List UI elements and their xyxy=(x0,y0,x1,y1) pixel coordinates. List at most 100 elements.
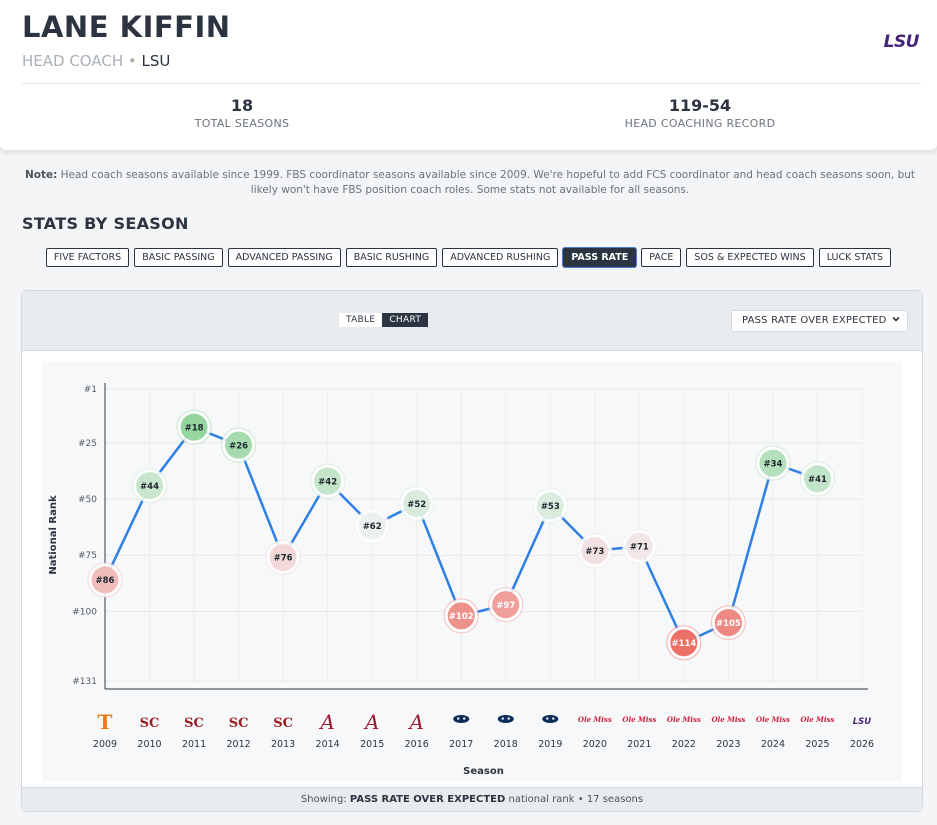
alabama-logo-icon: A xyxy=(318,710,334,734)
tab-basic-passing[interactable]: BASIC PASSING xyxy=(134,248,223,267)
usc-logo-icon: SC xyxy=(140,716,160,731)
tab-five-factors[interactable]: FIVE FACTORS xyxy=(45,248,130,267)
metric-select-value: PASS RATE OVER EXPECTED xyxy=(742,315,887,326)
tab-advanced-rushing[interactable]: ADVANCED RUSHING xyxy=(442,248,559,267)
x-tick-label: 2011 xyxy=(182,739,206,750)
ole-miss-logo-icon: Ole Miss xyxy=(667,715,701,724)
tennessee-logo-icon: T xyxy=(98,710,113,734)
data-label: #41 xyxy=(808,475,827,485)
x-tick-label: 2021 xyxy=(627,739,651,750)
data-label: #76 xyxy=(274,554,293,564)
plot-area: #1 #25 #50 #75 #100 #131 National Rank Season 20… xyxy=(42,361,902,781)
x-tick-label: 2014 xyxy=(316,739,340,750)
coach-role: HEAD COACH xyxy=(22,52,124,70)
data-point xyxy=(759,449,787,477)
data-point xyxy=(625,532,653,560)
y-tick-label: #50 xyxy=(78,495,97,505)
x-tick-label: 2023 xyxy=(716,739,740,750)
data-point xyxy=(447,602,475,630)
fau-owl-logo-icon xyxy=(453,715,470,723)
data-point xyxy=(536,492,564,520)
data-label: #97 xyxy=(496,601,515,611)
coach-team: LSU xyxy=(141,52,171,70)
y-tick-label: #75 xyxy=(78,551,97,561)
x-tick-label: 2025 xyxy=(805,739,829,750)
tab-luck-stats[interactable]: LUCK STATS xyxy=(818,248,892,267)
fau-owl-eye xyxy=(462,717,466,720)
data-label: #73 xyxy=(585,547,604,557)
data-point xyxy=(225,431,253,459)
ole-miss-logo-icon: Ole Miss xyxy=(756,715,790,724)
tab-advanced-passing[interactable]: ADVANCED PASSING xyxy=(227,248,341,267)
x-tick-label: 2019 xyxy=(538,739,562,750)
data-label: #44 xyxy=(140,482,159,492)
data-point xyxy=(714,609,742,637)
fau-owl-eye xyxy=(545,717,549,720)
total-seasons-value: 18 xyxy=(230,96,254,115)
x-tick-label: 2015 xyxy=(360,739,384,750)
data-point xyxy=(136,472,164,500)
table-view-button[interactable]: TABLE xyxy=(346,315,376,325)
y-axis-label: National Rank xyxy=(48,495,59,575)
data-point xyxy=(492,591,520,619)
fau-owl-logo-icon xyxy=(542,715,559,723)
subtitle-separator: • xyxy=(127,52,137,70)
usc-logo-icon: SC xyxy=(273,716,293,731)
fau-owl-eye xyxy=(507,717,511,720)
x-tick-label: 2009 xyxy=(93,739,117,750)
data-point xyxy=(358,512,386,540)
x-tick-label: 2016 xyxy=(405,739,429,750)
fau-owl-eye xyxy=(551,717,555,720)
tab-pace[interactable]: PACE xyxy=(641,248,682,267)
header-divider xyxy=(22,83,921,84)
total-seasons-stat: 18 TOTAL SEASONS xyxy=(92,96,392,130)
chart-view-button[interactable]: CHART xyxy=(382,313,429,327)
x-axis-label: Season xyxy=(463,766,504,777)
data-point xyxy=(403,490,431,518)
chart-footer: Showing: PASS RATE OVER EXPECTED nationa… xyxy=(22,787,922,811)
view-toggle: TABLE CHART xyxy=(339,313,429,327)
data-label: #53 xyxy=(541,502,560,512)
data-label: #71 xyxy=(630,542,649,552)
fau-owl-eye xyxy=(501,717,505,720)
chart-card: TABLE CHART PASS RATE OVER EXPECTED #1 #2… xyxy=(21,290,923,812)
coaching-record-label: HEAD COACHING RECORD xyxy=(624,117,776,130)
x-tick-label: 2018 xyxy=(494,739,518,750)
tab-pass-rate[interactable]: PASS RATE xyxy=(563,248,637,267)
coaching-record-value: 119-54 xyxy=(668,96,732,115)
section-title: STATS BY SEASON xyxy=(22,214,189,233)
tab-sos-expected-wins[interactable]: SOS & EXPECTED WINS xyxy=(686,248,814,267)
y-tick-label: #131 xyxy=(72,677,97,687)
x-tick-label: 2010 xyxy=(137,739,161,750)
data-point xyxy=(314,467,342,495)
footer-metric: PASS RATE OVER EXPECTED xyxy=(349,794,506,805)
ole-miss-logo-icon: Ole Miss xyxy=(801,715,835,724)
data-point xyxy=(180,413,208,441)
data-label: #34 xyxy=(763,459,782,469)
note-prefix: Note: xyxy=(24,169,58,181)
footer-suffix: national rank • 17 seasons xyxy=(508,794,644,805)
chevron-down-icon xyxy=(891,314,901,327)
coach-header-card: LANE KIFFIN HEAD COACH • LSU LSU 18 TOTA… xyxy=(0,0,937,150)
data-label: #105 xyxy=(716,619,741,629)
y-tick-label: #25 xyxy=(78,439,97,449)
data-label: #26 xyxy=(229,441,248,451)
data-point xyxy=(803,465,831,493)
ole-miss-logo-icon: Ole Miss xyxy=(622,715,656,724)
alabama-logo-icon: A xyxy=(363,710,379,734)
usc-logo-icon: SC xyxy=(229,716,249,731)
tab-basic-rushing[interactable]: BASIC RUSHING xyxy=(345,248,438,267)
fau-owl-logo-icon xyxy=(497,715,514,723)
data-point xyxy=(269,543,297,571)
metric-select[interactable]: PASS RATE OVER EXPECTED xyxy=(731,310,908,332)
x-tick-label: 2013 xyxy=(271,739,295,750)
data-label: #114 xyxy=(671,639,696,649)
coach-subtitle: HEAD COACH • LSU xyxy=(22,52,170,70)
x-tick-label: 2012 xyxy=(226,739,250,750)
chart-toolbar: TABLE CHART PASS RATE OVER EXPECTED xyxy=(22,291,922,351)
ole-miss-logo-icon: Ole Miss xyxy=(578,715,612,724)
stat-category-tabs: FIVE FACTORS BASIC PASSING ADVANCED PASS… xyxy=(0,248,937,267)
y-tick-label: #100 xyxy=(72,607,97,617)
x-tick-label: 2024 xyxy=(761,739,785,750)
x-tick-label: 2020 xyxy=(583,739,607,750)
